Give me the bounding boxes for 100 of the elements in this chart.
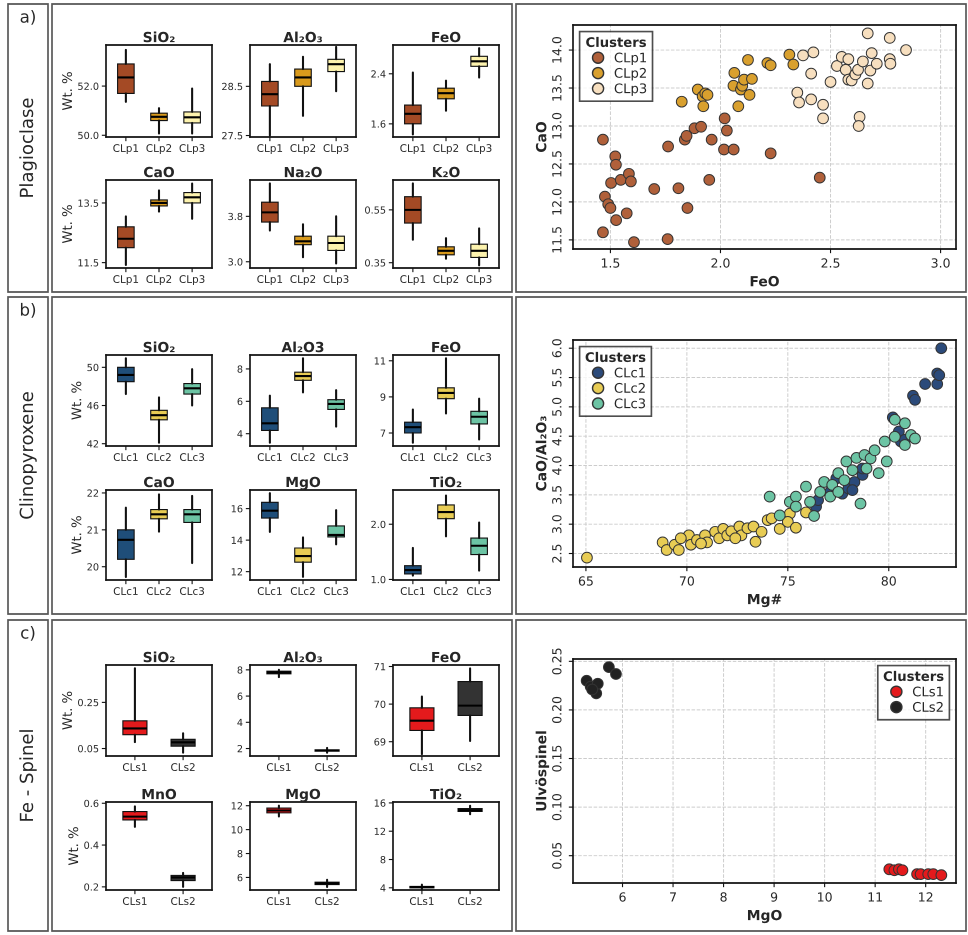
y-tick-label: 0.55	[365, 206, 386, 214]
point	[729, 532, 742, 544]
chart-title: CaO	[144, 476, 174, 488]
y-tick-label: 4.0	[552, 456, 562, 475]
point	[764, 147, 777, 160]
chart-title: TiO₂	[430, 788, 462, 800]
point	[900, 44, 912, 56]
point	[718, 112, 731, 124]
point	[790, 490, 802, 502]
y-tick-label: 2	[238, 745, 242, 752]
y-tick-label: 14	[232, 536, 243, 544]
point	[744, 88, 756, 101]
point	[604, 202, 616, 214]
point	[697, 100, 710, 112]
point	[832, 486, 844, 498]
point	[586, 684, 598, 696]
point	[774, 510, 786, 522]
y-tick-label: 8	[238, 365, 242, 373]
y-tick-label: 12.5	[552, 151, 562, 176]
point	[756, 526, 768, 538]
point	[764, 490, 776, 502]
point	[746, 73, 758, 85]
x-tick-label: CLp1	[400, 144, 426, 154]
x-tick-label: CLs1	[122, 763, 147, 772]
y-tick-label: 6	[238, 398, 242, 406]
point	[935, 342, 948, 354]
legend-label: CLs1	[912, 686, 943, 696]
y-tick-label: 4	[237, 430, 243, 438]
point	[728, 144, 740, 156]
legend-label: CLc1	[614, 368, 645, 378]
y-tick-label: 69	[374, 738, 386, 746]
chart-title: TiO₂	[430, 476, 462, 488]
point	[888, 414, 901, 426]
y-tick-label: 5.0	[552, 398, 562, 416]
point	[774, 523, 786, 535]
point	[814, 486, 826, 498]
point	[718, 144, 730, 156]
y-tick-label: 12.0	[552, 188, 562, 214]
point	[800, 480, 812, 493]
x-tick-label: 6	[619, 892, 626, 902]
x-tick-label: CLs1	[122, 897, 147, 906]
x-tick-label: CLp1	[257, 275, 282, 286]
legend-title: Clusters	[586, 36, 646, 48]
point	[870, 58, 883, 70]
x-tick-label: CLs1	[266, 763, 291, 772]
x-tick-label: CLc2	[146, 453, 171, 462]
x-tick-label: CLp1	[113, 144, 138, 154]
x-tick-label: 8	[720, 892, 727, 902]
y-tick-label: 7	[380, 430, 386, 437]
y-tick-label: 12	[232, 802, 242, 810]
x-tick-label: CLp3	[324, 144, 348, 154]
x-tick-label: 75	[780, 576, 795, 586]
x-tick-label: 3.0	[932, 258, 950, 268]
chart-title: MnO	[142, 788, 176, 800]
point	[852, 120, 865, 132]
point	[866, 47, 878, 59]
y-tick-label: 2.0	[371, 520, 386, 528]
point	[603, 661, 615, 674]
y-tick-label: 0.05	[78, 745, 98, 752]
point	[878, 436, 891, 448]
y-tick-label: 9	[380, 393, 386, 401]
x-tick-label: CLc3	[180, 587, 204, 596]
y-tick-label: 1.6	[372, 120, 386, 128]
x-tick-label: CLs1	[266, 897, 291, 906]
x-tick-label: CLs1	[410, 897, 434, 906]
y-tick-label: 52.0	[78, 82, 98, 90]
point	[672, 182, 684, 194]
point	[884, 58, 896, 70]
x-tick-label: 2.0	[711, 258, 730, 268]
point	[695, 538, 707, 550]
x-tick-label: CLs2	[315, 897, 339, 906]
x-tick-label: CLc1	[400, 587, 425, 596]
point	[742, 54, 754, 66]
point	[935, 869, 948, 881]
x-tick-label: CLp1	[113, 275, 138, 286]
point	[597, 226, 609, 238]
y-tick-label: 0.2	[84, 883, 98, 891]
point	[676, 96, 688, 108]
x-tick-label: CLs2	[315, 763, 339, 772]
chart-title: K₂O	[432, 166, 460, 178]
y-tick-label: 0.4	[84, 842, 99, 849]
x-tick-label: CLc2	[434, 587, 458, 596]
point	[808, 510, 820, 522]
y-tick-label: 14.0	[552, 36, 562, 63]
point	[805, 94, 818, 106]
chart-title: FeO	[432, 32, 460, 42]
x-tick-label: CLs2	[171, 763, 195, 772]
y-tick-label: 13.5	[552, 75, 562, 101]
legend-title: Clusters	[884, 670, 944, 682]
text: a)	[20, 10, 35, 25]
point	[872, 467, 885, 480]
point	[860, 462, 872, 474]
point	[750, 536, 762, 548]
y-tick-label: 12	[374, 828, 386, 835]
chart-title: Al₂O₃	[283, 32, 322, 42]
point	[610, 214, 622, 226]
y-tick-label: 11.5	[552, 227, 562, 252]
y-tick-label: 13.0	[552, 112, 562, 139]
y-tick-label: 8	[238, 850, 242, 858]
text: c)	[21, 626, 34, 641]
